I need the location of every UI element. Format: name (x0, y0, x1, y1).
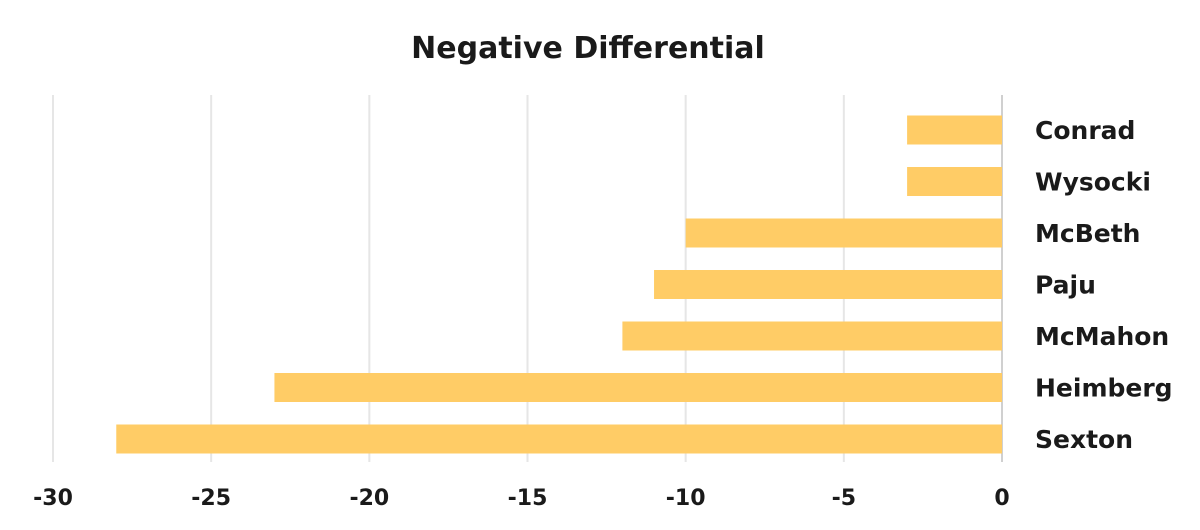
category-label-mcmahon: McMahon (1035, 322, 1169, 351)
bar-mcbeth (685, 218, 1002, 248)
bar-wysocki (907, 167, 1002, 196)
x-tick-label: -15 (508, 486, 548, 511)
bar-conrad (907, 115, 1002, 145)
bar-sexton (116, 424, 1003, 454)
category-label-mcbeth: McBeth (1035, 219, 1140, 248)
x-tick-label: 0 (994, 486, 1009, 511)
category-labels: Conrad Wysocki McBeth Paju McMahon Heimberg Se… (1035, 116, 1173, 454)
x-tick-label: -10 (666, 486, 706, 511)
bar-heimberg (274, 373, 1002, 402)
chart-title: Negative Differential (411, 31, 765, 66)
bar-paju (654, 270, 1002, 299)
x-tick-label: -30 (33, 486, 73, 511)
x-tick-label: -20 (349, 486, 389, 511)
category-label-heimberg: Heimberg (1035, 374, 1173, 403)
category-label-wysocki: Wysocki (1035, 168, 1151, 197)
x-tick-label: -25 (191, 486, 231, 511)
x-axis-tick-labels: -30 -25 -20 -15 -10 -5 0 (33, 486, 1010, 511)
category-label-conrad: Conrad (1035, 116, 1135, 145)
bar-mcmahon (622, 321, 1002, 351)
category-label-paju: Paju (1035, 271, 1096, 300)
bars (116, 115, 1003, 454)
category-label-sexton: Sexton (1035, 425, 1133, 454)
x-tick-label: -5 (832, 486, 856, 511)
